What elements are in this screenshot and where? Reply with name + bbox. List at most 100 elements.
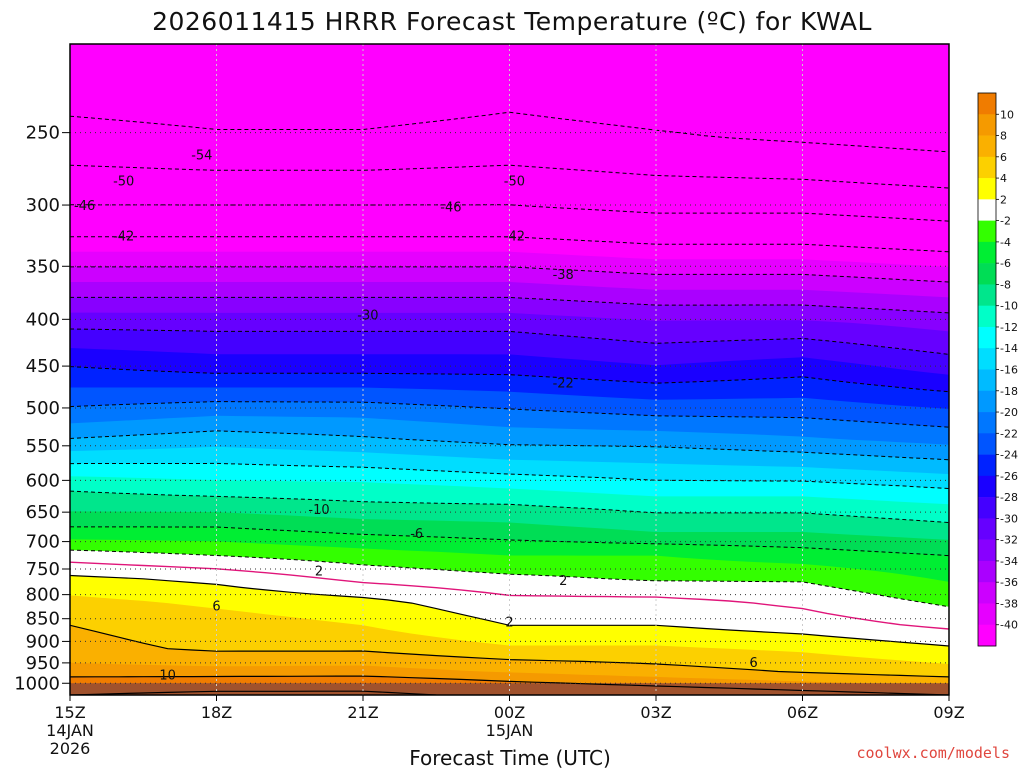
- colorbar-tick-label: -26: [1000, 470, 1018, 483]
- contour-label: -10: [308, 503, 329, 518]
- x-axis-label: Forecast Time (UTC): [409, 746, 611, 768]
- colorbar-swatch--32: [978, 518, 996, 540]
- y-tick-label-300: 300: [26, 195, 60, 216]
- temperature-field: [70, 44, 949, 695]
- colorbar-tick-label: -18: [1000, 385, 1018, 398]
- contour-label: -42: [113, 230, 134, 245]
- colorbar-swatch--18: [978, 369, 996, 392]
- colorbar-tick-label: -6: [1000, 257, 1011, 270]
- colorbar-tick-label: -32: [1000, 534, 1018, 547]
- colorbar-swatch--20: [978, 390, 996, 413]
- y-tick-label-900: 900: [26, 631, 60, 652]
- colorbar-swatch--10: [978, 284, 996, 306]
- x-tick-label-18Z: 18Z: [201, 703, 232, 722]
- x-tick-label-03Z: 03Z: [640, 703, 671, 722]
- x-tick-label-00Z: 00Z: [494, 703, 525, 722]
- colorbar-tick-label: -36: [1000, 576, 1018, 589]
- grid-lines: [70, 44, 949, 695]
- colorbar-tick-label: -40: [1000, 619, 1018, 632]
- colorbar-swatch--6: [978, 241, 996, 264]
- colorbar-swatch--30: [978, 497, 996, 519]
- colorbar-swatch-2: [978, 178, 996, 200]
- colorbar-tick-label: -14: [1000, 342, 1018, 355]
- colorbar-swatch-8: [978, 114, 996, 136]
- colorbar-swatch--24: [978, 433, 996, 455]
- y-tick-label-1000: 1000: [14, 673, 60, 694]
- contour-label: 2: [505, 616, 513, 631]
- colorbar-tick-label: -24: [1000, 449, 1018, 462]
- contour-labels: -54 -50 -50 -46 -46 -42 -42 -38 -30 -22 -10 -6 2 2 6 2 6…: [74, 148, 758, 683]
- contour-label: 6: [750, 656, 758, 671]
- colorbar-tick-label: -4: [1000, 236, 1011, 249]
- colorbar-swatch--26: [978, 454, 996, 477]
- colorbar-swatch--12: [978, 305, 996, 328]
- y-tick-label-950: 950: [26, 653, 60, 674]
- colorbar-swatch--28: [978, 475, 996, 498]
- colorbar-swatch--40: [978, 603, 996, 626]
- colorbar-swatch--14: [978, 326, 996, 349]
- chart-title: 2026011415 HRRR Forecast Temperature (ºC…: [152, 7, 872, 36]
- y-tick-label-500: 500: [26, 398, 60, 419]
- isotherm-14: [70, 690, 437, 695]
- contour-label: 6: [212, 599, 220, 614]
- colorbar-swatch--36: [978, 560, 996, 583]
- credit-link[interactable]: coolwx.com/models: [856, 744, 1010, 762]
- x-tick-label-15Z: 15Z: [54, 703, 85, 722]
- y-tick-label-450: 450: [26, 356, 60, 377]
- colorbar-tick-label: 8: [1000, 130, 1007, 143]
- colorbar-swatch--42: [978, 624, 996, 647]
- contour-label: -46: [74, 199, 95, 214]
- colorbar-legend: 10 8 6 4 2 -2 -4 -6 -8 -10 -12 -14 -16 -18 -20 -22 -24 -2…: [977, 92, 1018, 647]
- contour-label: 10: [159, 668, 176, 683]
- colorbar-tick-label: 4: [1000, 172, 1007, 185]
- y-tick-label-750: 750: [26, 559, 60, 580]
- y-tick-label-600: 600: [26, 470, 60, 491]
- contour-label: -30: [357, 308, 378, 323]
- colorbar-swatch--4: [978, 220, 996, 243]
- x-tick-label-21Z: 21Z: [347, 703, 378, 722]
- y-tick-label-700: 700: [26, 532, 60, 553]
- colorbar-swatch--2: [978, 199, 996, 221]
- colorbar-tick-label: -8: [1000, 278, 1011, 291]
- x-tick-date: 15JAN: [486, 721, 534, 740]
- y-tick-label-400: 400: [26, 309, 60, 330]
- colorbar-swatch--22: [978, 412, 996, 434]
- colorbar-tick-label: 6: [1000, 151, 1007, 164]
- contour-label: -50: [113, 174, 134, 189]
- contour-label: -46: [440, 200, 461, 215]
- colorbar-swatch-6: [978, 135, 996, 158]
- colorbar-tick-label: -30: [1000, 512, 1018, 525]
- colorbar-swatch--16: [978, 348, 996, 370]
- contour-label: -54: [191, 148, 212, 163]
- contour-label: -50: [504, 174, 525, 189]
- contour-label: 2: [315, 565, 323, 580]
- colorbar-tick-label: 2: [1000, 193, 1007, 206]
- colorbar-swatch-10: [978, 93, 996, 115]
- y-tick-label-650: 650: [26, 502, 60, 523]
- colorbar-tick-label: -12: [1000, 321, 1018, 334]
- colorbar-tick-label: -2: [1000, 215, 1011, 228]
- colorbar-tick-label: -34: [1000, 555, 1018, 568]
- colorbar-swatch-4: [978, 156, 996, 179]
- colorbar-tick-label: -16: [1000, 364, 1018, 377]
- colorbar-tick-label: 10: [1000, 108, 1014, 121]
- colorbar-tick-label: -22: [1000, 427, 1018, 440]
- x-tick-date: 14JAN: [46, 721, 94, 740]
- contour-label: -22: [553, 377, 574, 392]
- colorbar-tick-label: -28: [1000, 491, 1018, 504]
- y-axis: 2503003504004505005506006507007508008509…: [14, 123, 70, 694]
- y-tick-label-350: 350: [26, 256, 60, 277]
- y-tick-label-550: 550: [26, 436, 60, 457]
- y-tick-label-800: 800: [26, 585, 60, 606]
- colorbar-swatch--8: [978, 263, 996, 285]
- contour-label: -6: [410, 527, 423, 542]
- x-tick-label-06Z: 06Z: [787, 703, 818, 722]
- contour-label: -38: [553, 268, 574, 283]
- colorbar-swatch--34: [978, 539, 996, 562]
- contour-label: 2: [559, 574, 567, 589]
- colorbar-tick-label: -10: [1000, 300, 1018, 313]
- colorbar-swatch--38: [978, 582, 996, 604]
- x-tick-label-09Z: 09Z: [933, 703, 964, 722]
- x-tick-year: 2026: [50, 739, 91, 758]
